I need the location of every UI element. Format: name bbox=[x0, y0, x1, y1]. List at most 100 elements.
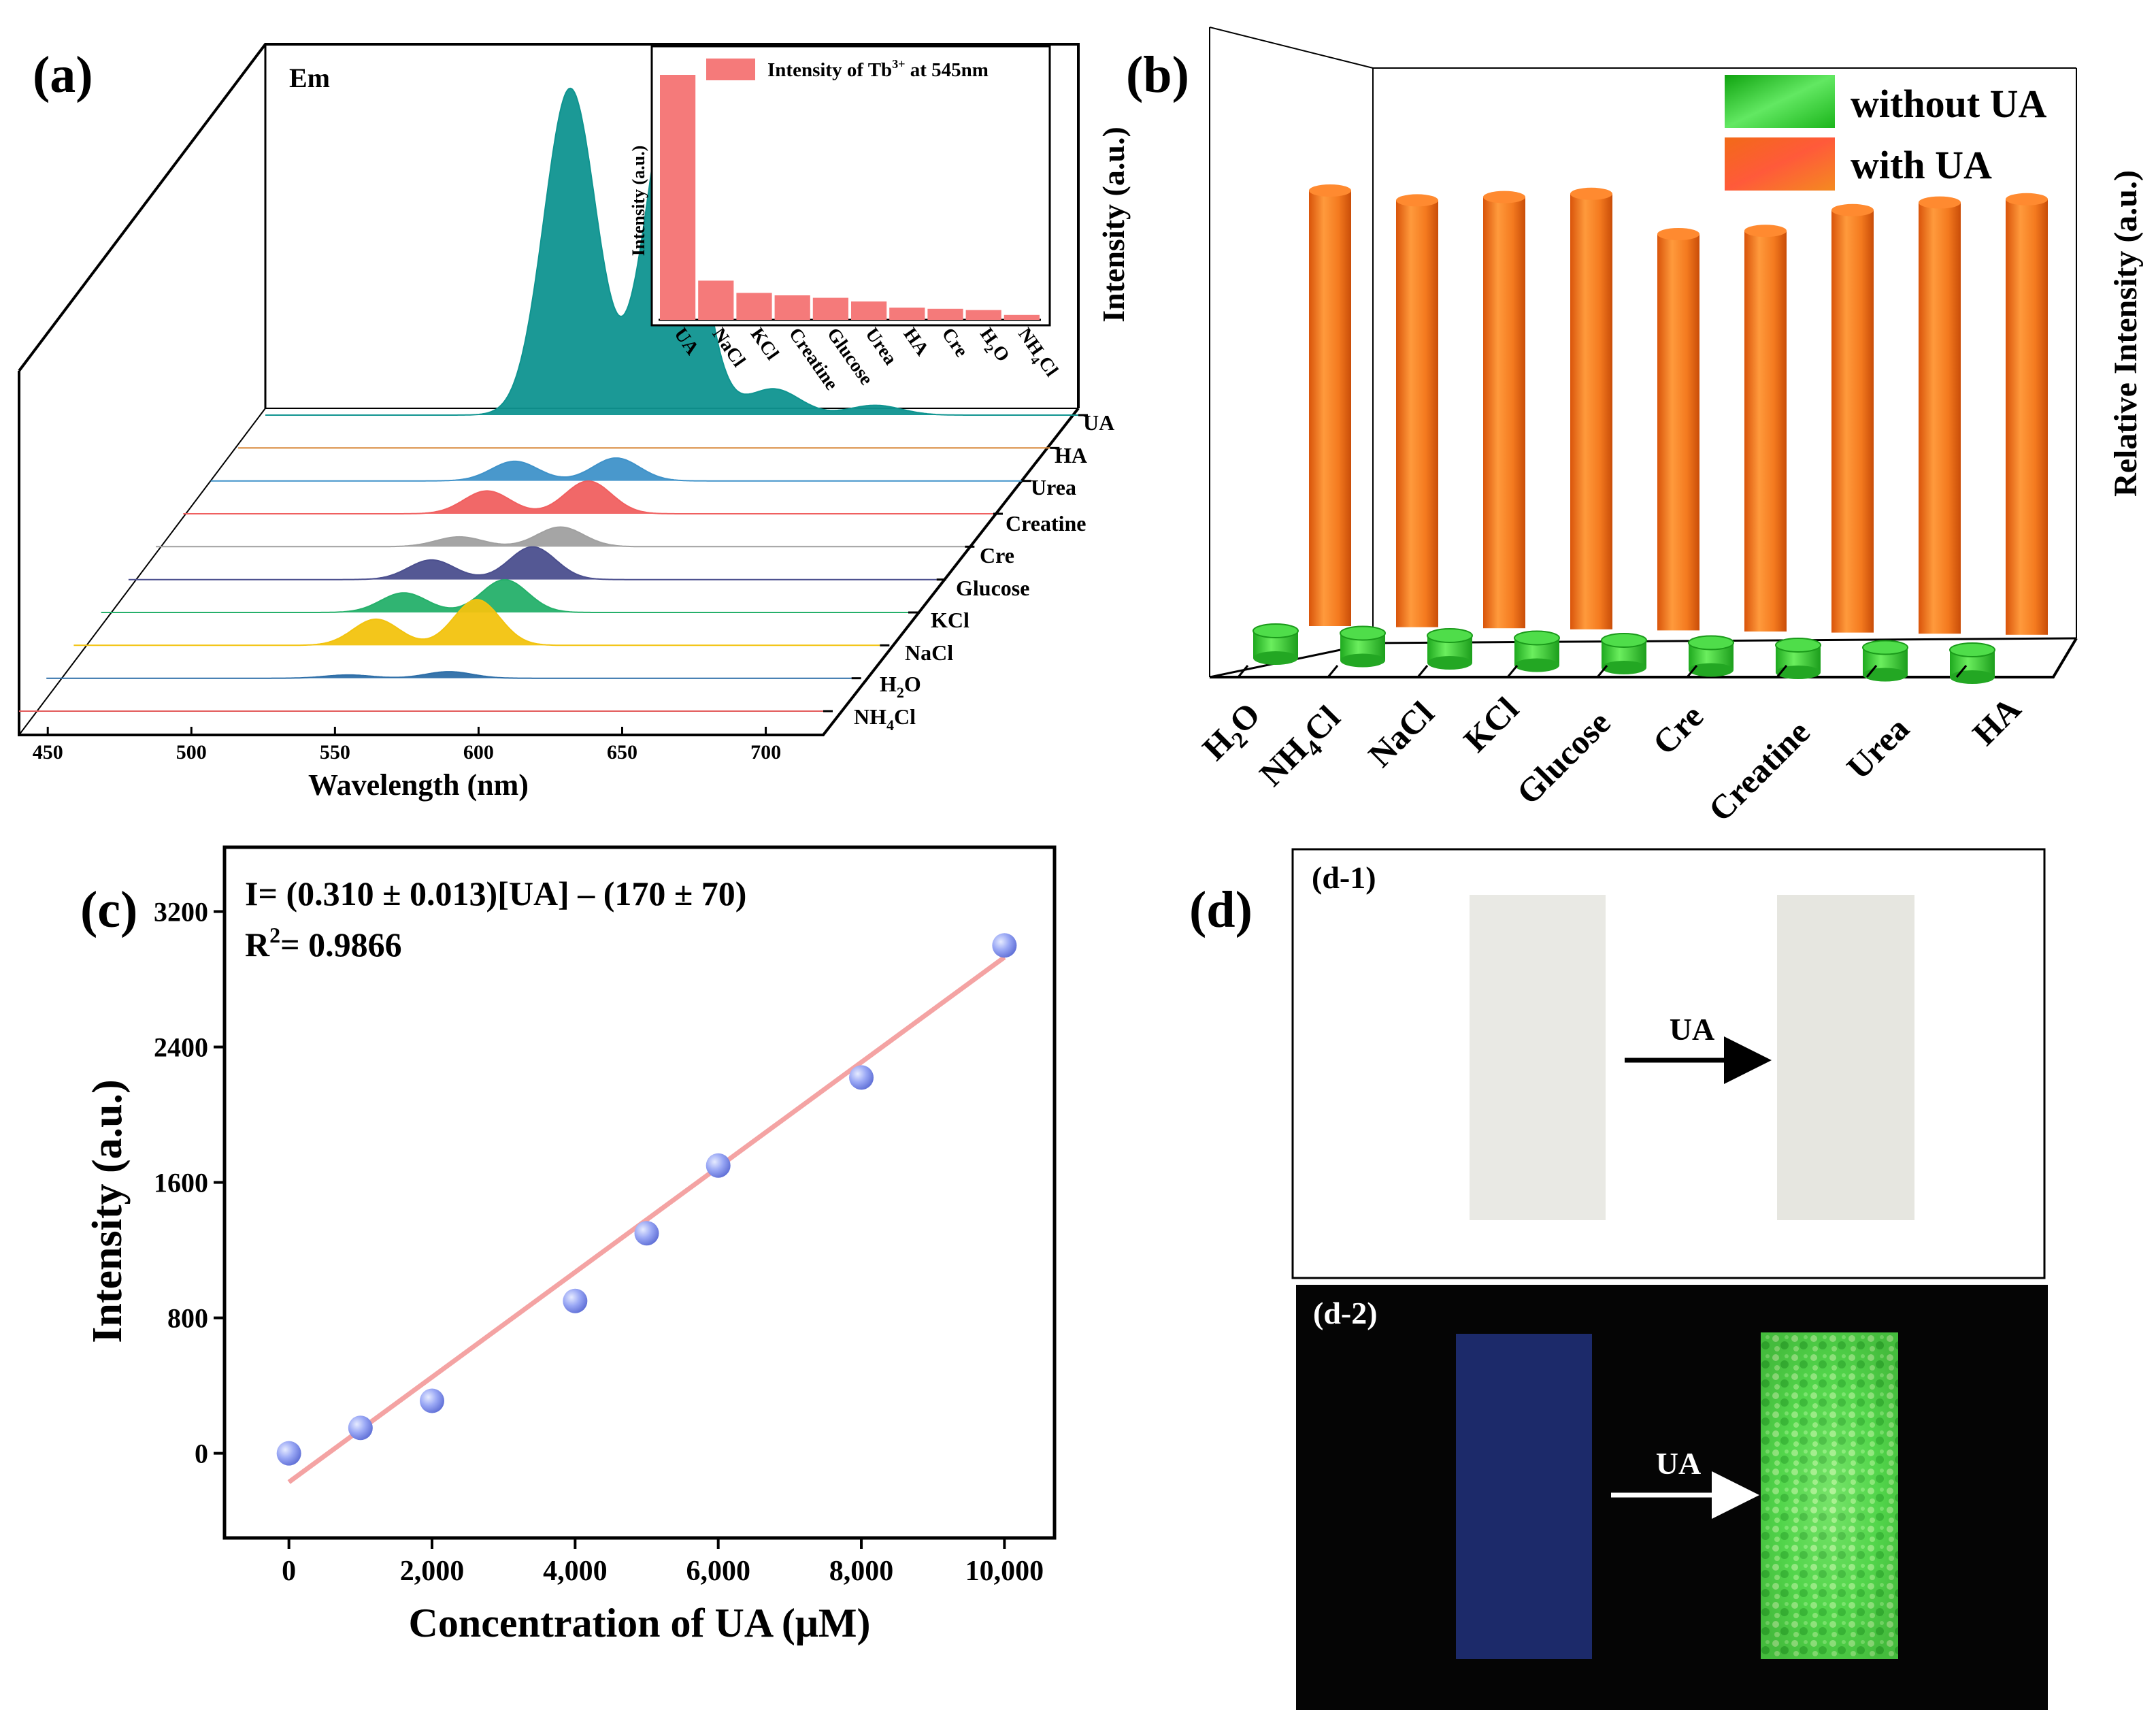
a-series-label-urea: Urea bbox=[1031, 475, 1076, 499]
b-bar-with-nacl bbox=[1483, 197, 1525, 629]
b-bar-without-top-glucose bbox=[1601, 633, 1647, 648]
b-tick bbox=[1237, 665, 1249, 678]
c-point bbox=[634, 1221, 659, 1246]
c-fit-line bbox=[287, 955, 1006, 1484]
b-tick bbox=[1506, 665, 1519, 678]
c-plot-frame bbox=[222, 845, 1057, 1540]
a-x-tick-label: 550 bbox=[320, 741, 350, 764]
b-legend-swatch-with bbox=[1725, 137, 1835, 191]
a-nh4cl-nh: NH bbox=[854, 704, 886, 729]
b-bar-with-nh4cl bbox=[1396, 200, 1438, 627]
a-series-label-cre: Cre bbox=[980, 543, 1014, 568]
b-bar-with-cre bbox=[1744, 231, 1787, 632]
c-point bbox=[992, 933, 1017, 958]
a-x-tick-label: 650 bbox=[607, 741, 637, 764]
a-inset-label-h2o: H2O bbox=[972, 324, 1014, 368]
a-spectrum-fill-kcl bbox=[101, 580, 909, 612]
d2-label: (d-2) bbox=[1313, 1296, 1378, 1330]
a-h2o-o: O bbox=[904, 672, 921, 696]
a-series-label-kcl: KCl bbox=[931, 608, 969, 632]
panel-label-b: (b) bbox=[1126, 46, 1189, 103]
c-r2-sup: 2 bbox=[269, 923, 280, 947]
a-inset-bar-glucose bbox=[812, 297, 848, 320]
c-y-tick-label: 800 bbox=[167, 1303, 208, 1334]
b-cat-kcl: KCl bbox=[1456, 689, 1526, 759]
a-series-labels: UA HA Urea Creatine Cre Glucose KCl NaCl… bbox=[854, 410, 1114, 734]
b-bar-without-top-ha bbox=[1949, 642, 1995, 657]
b-legend-with: with UA bbox=[1851, 143, 1992, 187]
b-tick bbox=[1327, 665, 1339, 678]
b-legend-without: without UA bbox=[1851, 82, 2047, 126]
b-cat-ha: HA bbox=[1965, 689, 2028, 753]
a-inset: Intensity of Tb3+ at 545nm Intensity (a.… bbox=[629, 45, 1062, 394]
b-bar-without-bottom-nh4cl bbox=[1340, 653, 1385, 668]
a-frame-front bbox=[18, 371, 1080, 736]
a-inset-bar-nh4cl bbox=[1004, 314, 1040, 320]
c-x-label: Concentration of UA (μM) bbox=[409, 1601, 871, 1645]
a-frame bbox=[18, 43, 1080, 408]
b-bar-with-urea bbox=[1919, 202, 1961, 634]
b-bar-without-bottom-kcl bbox=[1514, 658, 1559, 672]
d2-arrow-label: UA bbox=[1656, 1446, 1701, 1481]
a-inset-bar-cre bbox=[927, 308, 963, 320]
b-cat-creatine: Creatine bbox=[1701, 712, 1817, 829]
b-bar-with-top-creatine bbox=[1831, 203, 1874, 216]
a-x-tick-label: 600 bbox=[463, 741, 494, 764]
d2-strip-after-glow bbox=[1761, 1332, 1898, 1659]
a-spectrum-fill-cre bbox=[156, 527, 965, 547]
b-bar-without-bottom-ha bbox=[1950, 670, 1995, 684]
panel-label-a: (a) bbox=[33, 46, 93, 103]
b-bar-without-bottom-cre bbox=[1689, 663, 1734, 677]
c-y-tick-label: 3200 bbox=[154, 897, 208, 928]
c-r2-r: R bbox=[245, 925, 270, 964]
c-y-tick-label: 0 bbox=[195, 1439, 208, 1469]
c-y-label: Intensity (a.u.) bbox=[84, 1079, 131, 1343]
a-spectrum-fill-creatine bbox=[183, 481, 993, 514]
b-bar-without-bottom-nacl bbox=[1427, 656, 1472, 670]
a-spectrum-glucose bbox=[128, 546, 937, 580]
a-spectrum-creatine bbox=[183, 480, 993, 514]
b-bar-without-top-nacl bbox=[1427, 628, 1473, 643]
a-inset-bar-kcl bbox=[736, 293, 772, 320]
a-inset-bar-h2o bbox=[965, 310, 1001, 320]
c-x-tick-label: 6,000 bbox=[686, 1556, 750, 1587]
b-bar-without-top-kcl bbox=[1514, 630, 1560, 646]
d2-strip-before bbox=[1456, 1334, 1592, 1659]
b-bar-without-top-cre bbox=[1688, 635, 1734, 651]
b-bar-with-glucose bbox=[1657, 234, 1699, 631]
b-bar-with-top-h2o bbox=[1309, 184, 1351, 197]
a-nh4cl-cl: Cl bbox=[894, 704, 916, 729]
a-inset-bar-ha bbox=[889, 308, 925, 320]
b-bars bbox=[1253, 184, 2048, 684]
a-series-label-creatine: Creatine bbox=[1006, 511, 1086, 536]
b-bar-with-top-ha bbox=[2006, 193, 2048, 206]
a-series-label-nacl: NaCl bbox=[905, 640, 953, 665]
b-back-frame bbox=[1209, 27, 2076, 69]
a-series-label-ua: UA bbox=[1083, 410, 1114, 435]
c-points bbox=[276, 933, 1017, 1466]
b-y2-label: Relative Intensity (a.u.) bbox=[2108, 170, 2144, 497]
c-y-tick-label: 2400 bbox=[154, 1032, 208, 1063]
a-x-tick-label: 450 bbox=[33, 741, 63, 764]
a-inset-legend-main: Intensity of Tb bbox=[767, 59, 892, 81]
b-category-labels: H2O NH4Cl NaCl KCl Glucose Cre Creatine … bbox=[1195, 689, 2028, 829]
b-tick bbox=[1596, 665, 1608, 678]
c-point bbox=[420, 1388, 444, 1413]
c-y-tick-label: 1600 bbox=[154, 1168, 208, 1198]
a-inset-legend-swatch bbox=[706, 59, 755, 80]
a-title: Em bbox=[289, 63, 330, 93]
b-bar-with-kcl bbox=[1570, 193, 1612, 629]
b-legend-swatch-without bbox=[1725, 75, 1835, 128]
a-h2o-h: H bbox=[880, 672, 897, 696]
b-cat-glucose: Glucose bbox=[1509, 703, 1617, 811]
a-spectrum-h2o bbox=[46, 671, 852, 679]
b-cat-urea: Urea bbox=[1839, 709, 1917, 787]
b-y-label: Intensity (a.u.) bbox=[1096, 127, 1131, 323]
b-bar-without-top-urea bbox=[1862, 640, 1908, 655]
panel-label-d: (d) bbox=[1189, 881, 1253, 938]
a-inset-y-label: Intensity (a.u.) bbox=[629, 146, 648, 257]
a-inset-bar-nacl bbox=[698, 280, 734, 320]
c-x-tick-label: 4,000 bbox=[543, 1556, 608, 1587]
b-bar-with-top-nh4cl bbox=[1396, 194, 1438, 207]
